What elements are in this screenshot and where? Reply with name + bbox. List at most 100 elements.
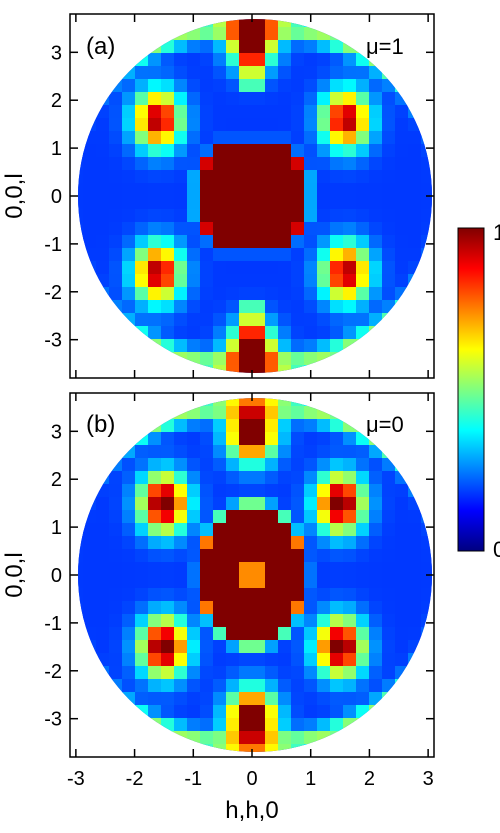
heatmap-cell [304,287,318,301]
heatmap-cell [226,118,240,132]
heatmap-cell [330,497,344,511]
heatmap-cell [239,157,253,171]
heatmap-cell [122,640,136,654]
heatmap-cell [278,731,292,745]
heatmap-cell [239,209,253,223]
heatmap-cell [304,419,318,433]
heatmap-cell [304,718,318,732]
heatmap-cell [174,640,188,654]
heatmap-cell [356,523,370,537]
heatmap-cell [135,79,149,93]
heatmap-cell [395,523,409,537]
heatmap-cell [174,419,188,433]
heatmap-cell [291,144,305,158]
heatmap-cell [395,562,409,576]
heatmap-cell [291,339,305,353]
heatmap-cell [239,718,253,732]
heatmap-cell [187,131,201,145]
heatmap-cell [278,484,292,498]
heatmap-cell [395,144,409,158]
heatmap-cell [239,614,253,628]
heatmap-cell [187,79,201,93]
heatmap-cell [187,471,201,485]
heatmap-cell [304,614,318,628]
heatmap-cell [226,79,240,93]
x-tick-label: -1 [184,768,202,790]
heatmap-cell [83,235,97,249]
heatmap-cell [148,588,162,602]
heatmap-cell [239,53,253,67]
heatmap-cell [265,131,279,145]
heatmap-cell [148,66,162,80]
heatmap-cell [252,601,266,615]
heatmap-cell [161,471,175,485]
y-tick-label: -2 [44,661,62,683]
heatmap-cell [369,287,383,301]
heatmap-cell [200,209,214,223]
heatmap-cell [161,300,175,314]
heatmap-cell [187,445,201,459]
heatmap-cell [161,92,175,106]
heatmap-cell [252,313,266,327]
heatmap-cell [83,523,97,537]
heatmap-cell [252,300,266,314]
heatmap-cell [239,274,253,288]
heatmap-cell [213,510,227,524]
heatmap-cell [369,588,383,602]
heatmap-cell [187,562,201,576]
heatmap-cell [148,222,162,236]
heatmap-cell [200,40,214,54]
heatmap-cell [265,432,279,446]
heatmap-cell [369,601,383,615]
heatmap-cell [304,157,318,171]
heatmap-cell [187,118,201,132]
heatmap-cell [291,445,305,459]
heatmap-cell [187,274,201,288]
heatmap-cell [317,66,331,80]
heatmap-cell [239,627,253,641]
heatmap-cell [369,131,383,145]
heatmap-cell [226,445,240,459]
heatmap-cell [291,157,305,171]
heatmap-cell [174,209,188,223]
heatmap-cell [317,718,331,732]
heatmap-cell [226,458,240,472]
heatmap-cell [148,523,162,537]
heatmap-cell [356,92,370,106]
heatmap-cell [317,523,331,537]
heatmap-cell [200,131,214,145]
heatmap-cell [161,118,175,132]
heatmap-cell [226,497,240,511]
heatmap-cell [213,731,227,745]
heatmap-cell [200,588,214,602]
heatmap-cell [395,131,409,145]
heatmap-cell [187,235,201,249]
heatmap-cell [291,118,305,132]
heatmap-cell [213,398,227,407]
heatmap-cell [83,170,97,184]
heatmap-cell [291,131,305,145]
heatmap-cell [343,627,357,641]
heatmap-cell [317,588,331,602]
heatmap-cell [304,261,318,275]
heatmap-cell [278,118,292,132]
heatmap-cell [382,523,396,537]
heatmap-cell [83,144,97,158]
heatmap-cell [187,144,201,158]
heatmap-cell [174,105,188,119]
heatmap-cell [109,549,123,563]
heatmap-cell [291,666,305,680]
heatmap-cell [317,209,331,223]
heatmap-cell [96,222,110,236]
heatmap-cell [343,536,357,550]
heatmap-cell [122,196,136,210]
heatmap-cell [226,398,240,407]
heatmap-cell [226,196,240,210]
x-tick-label: -3 [67,768,85,790]
heatmap-cell [330,536,344,550]
heatmap-cell [200,484,214,498]
heatmap-cell [382,118,396,132]
heatmap-cell [304,79,318,93]
heatmap-cell [369,614,383,628]
